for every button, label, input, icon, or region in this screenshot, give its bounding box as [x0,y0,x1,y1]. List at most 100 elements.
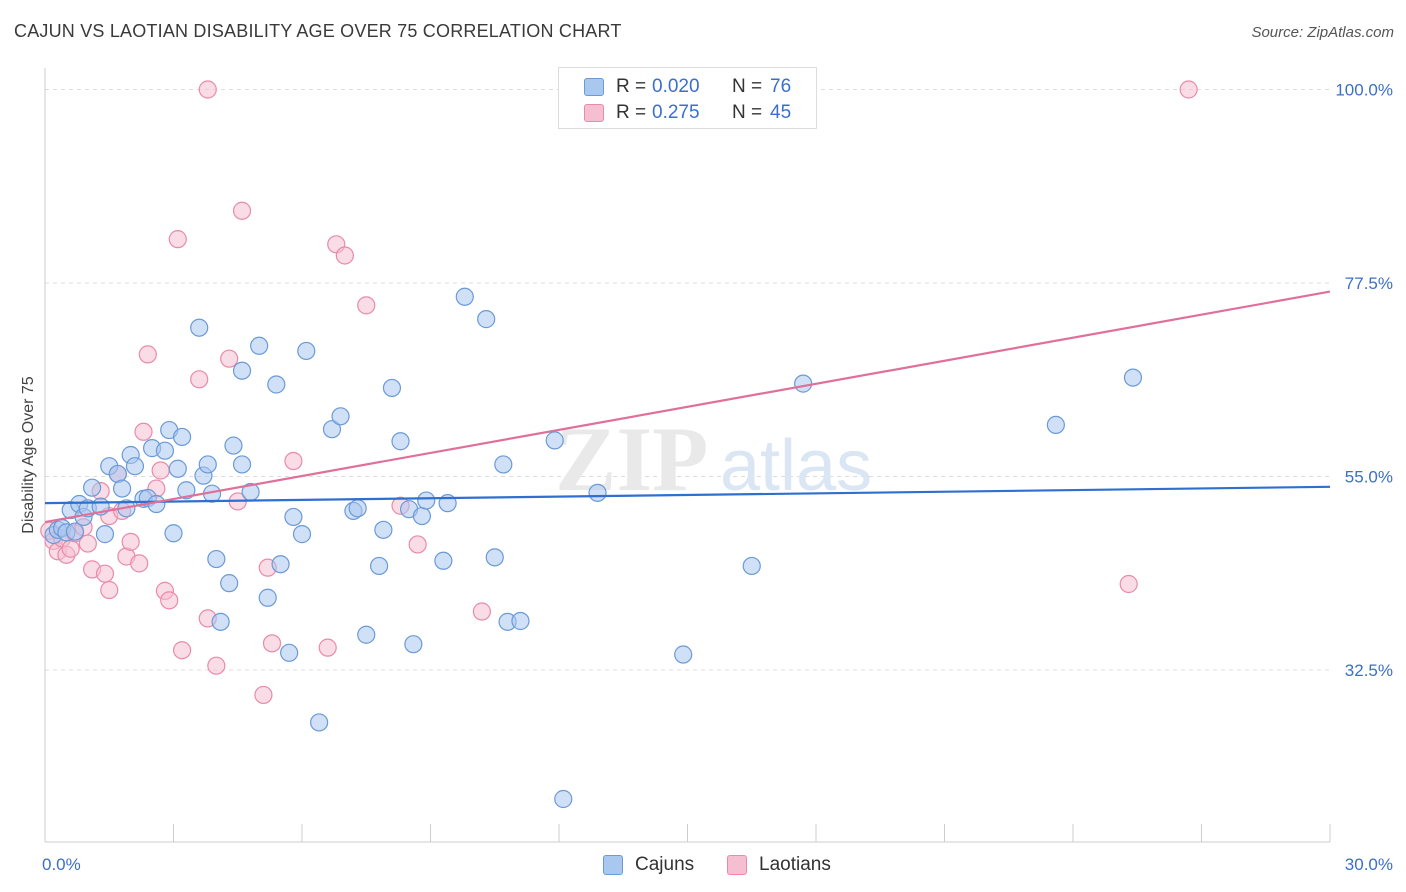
legend-row-cajuns: R = 0.020 N = 76 [559,74,791,100]
legend-item-cajuns[interactable]: Cajuns [603,852,694,878]
cajuns-point-54 [374,520,393,539]
cajuns-point-40 [258,588,277,607]
cajuns-point-45 [292,525,312,544]
x-tick-label-0: 0.0% [42,855,81,874]
cajuns-point-75 [1046,415,1065,434]
laotians-n-value: 45 [770,102,792,123]
series-legend: Cajuns Laotians [0,852,1406,878]
tick-labels: 100.0% 77.5% 55.0% 32.5% 0.0% 30.0% [42,81,1393,875]
laotians-point-43 [408,535,427,554]
cajuns-trendline [44,485,1331,505]
laotians-point-24 [160,591,179,610]
cajuns-point-17 [125,457,145,476]
cajuns-point-56 [391,432,410,451]
cajuns-point-73 [742,556,761,576]
cajuns-point-34 [220,574,239,593]
cajuns-point-22 [155,441,175,460]
laotians-point-20 [138,345,157,364]
cajuns-point-27 [177,481,196,500]
laotians-r-label: R = [616,102,647,123]
laotians-point-27 [190,370,209,389]
watermark: ZIP atlas [555,408,872,510]
laotians-point-38 [318,638,337,657]
cajuns-point-26 [172,427,192,447]
cajuns-point-24 [164,524,183,543]
laotians-point-26 [172,641,192,660]
cajuns-point-42 [271,555,290,574]
cajuns-point-64 [477,310,496,329]
laotians-point-41 [357,296,376,315]
cajuns-point-33 [211,612,230,631]
cajuns-swatch [584,78,604,96]
laotians-r-value: 0.275 [652,102,700,123]
y-axis-title: Disability Age Over 75 [20,376,37,534]
laotians-n-label: N = [732,102,763,123]
cajuns-point-47 [310,713,329,732]
laotians-point-19 [134,422,153,441]
y-tick-label-3: 32.5% [1345,661,1393,680]
x-tick-label-1: 30.0% [1345,855,1393,874]
cajuns-point-48 [322,420,342,439]
cajuns-point-41 [267,375,286,394]
cajuns-point-51 [348,499,367,518]
cajuns-point-66 [494,455,513,474]
laotians-point-29 [198,80,217,99]
cajuns-point-52 [357,625,376,644]
laotians-point-17 [121,532,140,551]
axes [44,68,1331,843]
cajuns-point-9 [83,478,102,497]
cajuns-point-63 [455,287,474,306]
cajuns-point-55 [382,378,402,398]
laotians-point-37 [284,451,303,471]
cajuns-point-69 [545,431,564,450]
laotians-point-34 [254,685,273,705]
cajuns-points [44,287,1143,809]
cajuns-point-58 [404,635,423,654]
cajuns-point-44 [284,507,303,527]
laotians-point-13 [100,580,119,600]
cajuns-point-46 [297,341,316,361]
cajuns-point-30 [198,455,217,474]
cajuns-point-14 [112,479,132,498]
y-tick-label-2: 55.0% [1345,468,1393,487]
cajuns-n-value: 76 [770,76,792,97]
cajuns-point-5 [65,522,85,541]
laotians-point-30 [207,656,226,675]
cajuns-point-60 [417,491,436,510]
laotians-point-36 [262,634,282,653]
laotians-point-46 [1179,80,1198,99]
cajuns-point-35 [224,436,243,455]
cajuns-point-39 [250,336,269,355]
laotians-point-33 [232,201,252,220]
laotians-trendline [44,290,1331,524]
laotians-point-18 [130,554,149,573]
legend-row-laotians: R = 0.275 N = 45 [559,100,791,126]
laotians-swatch [584,104,604,122]
laotians-point-45 [1119,574,1138,594]
cajuns-point-37 [232,361,252,380]
cajuns-point-59 [412,506,432,526]
cajuns-r-value: 0.020 [652,76,700,97]
laotians-legend-swatch [727,855,747,875]
y-tick-label-0: 100.0% [1335,81,1393,100]
cajuns-point-76 [1123,368,1143,387]
cajuns-point-72 [674,645,693,664]
y-tick-label-1: 77.5% [1345,274,1393,293]
cajuns-point-61 [434,551,453,570]
cajuns-point-53 [370,556,389,576]
legend-item-laotians[interactable]: Laotians [727,852,831,878]
laotians-point-11 [95,564,115,583]
trendlines [44,290,1331,524]
cajuns-point-32 [207,549,226,569]
laotians-point-44 [472,602,491,621]
cajuns-legend-swatch [603,855,623,875]
laotians-point-5 [61,539,80,558]
cajuns-point-71 [588,483,607,502]
cajuns-r-label: R = [616,76,647,97]
cajuns-point-74 [794,374,813,393]
cajuns-point-28 [190,318,209,337]
laotians-points [40,80,1198,705]
cajuns-point-65 [485,548,504,567]
laotians-legend-label: Laotians [759,854,831,875]
